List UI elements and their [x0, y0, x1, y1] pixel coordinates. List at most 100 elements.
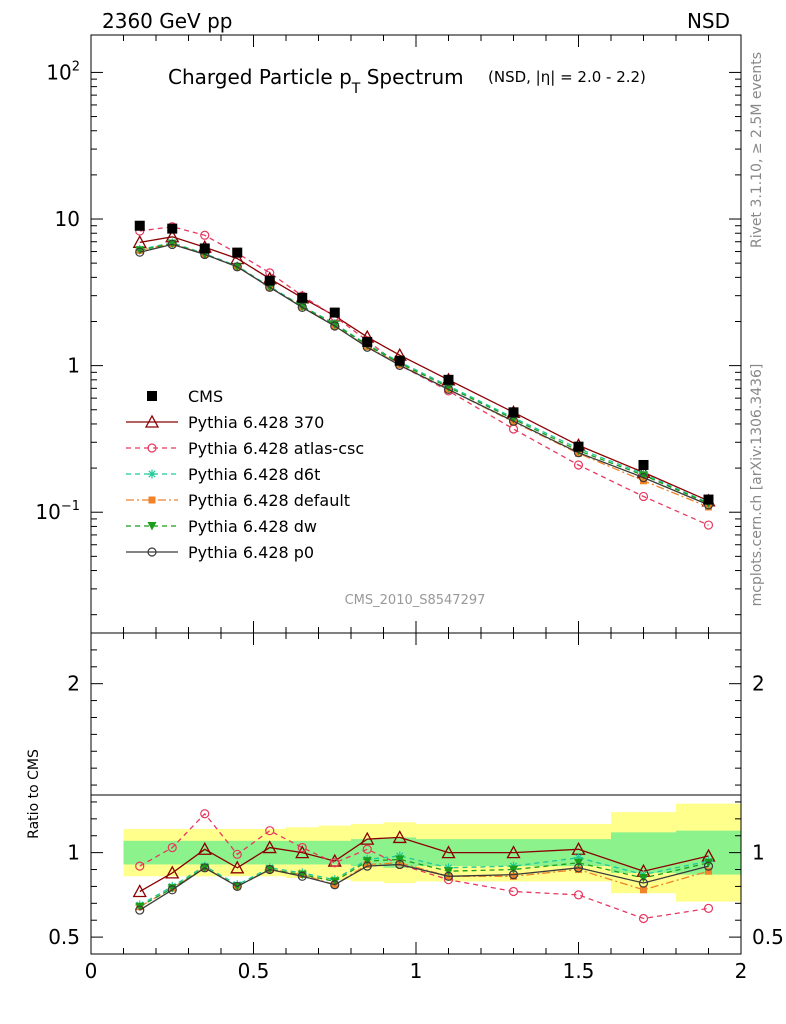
- y-tick-label: 102: [46, 59, 80, 84]
- data-point: [329, 307, 340, 318]
- ratio-series-marker: [330, 858, 340, 868]
- svg-text:Charged Particle pT Spectrum: Charged Particle pT Spectrum: [168, 65, 464, 97]
- chart-title-suffix: Spectrum: [360, 65, 463, 89]
- legend-marker: [148, 496, 156, 504]
- ratio-y-axis-label: Ratio to CMS: [26, 749, 42, 839]
- ratio-series-marker: [705, 867, 712, 875]
- legend-marker: [147, 522, 157, 531]
- ratio-series-marker: [135, 905, 145, 915]
- legend-marker-stroke: [148, 470, 156, 478]
- main-series-marker: [638, 491, 649, 502]
- ratio-series-marker: [265, 826, 275, 836]
- ratio-series-marker: [640, 886, 647, 894]
- data-point: [362, 336, 373, 347]
- data-point: [394, 355, 405, 366]
- main-series-line: [139, 226, 709, 526]
- main-series-marker: [573, 460, 584, 470]
- chart-title-subscript: T: [351, 81, 361, 97]
- data-point: [232, 247, 243, 258]
- ratio-series-marker: [232, 881, 242, 892]
- y-tick-label: 10−1: [35, 499, 80, 524]
- ratio-series-marker: [362, 844, 372, 854]
- ratio-series-marker: [197, 841, 212, 855]
- ratio-series-marker: [362, 861, 372, 871]
- main-data-layer: [134, 220, 714, 505]
- ratio-series-marker: [360, 831, 375, 845]
- main-series-marker: [167, 239, 177, 250]
- legend-label: Pythia 6.428 default: [188, 491, 350, 510]
- y-tick-label-exponent: 2: [72, 59, 80, 74]
- ratio-series-marker: [132, 884, 147, 898]
- legend-marker: [147, 469, 157, 479]
- x-tick-label: 1: [410, 959, 423, 983]
- ratio-series-marker: [232, 849, 242, 859]
- legend-label: Pythia 6.428 p0: [188, 543, 314, 562]
- data-point: [264, 275, 275, 286]
- chart-title-main: Charged Particle p: [168, 65, 352, 89]
- chart-title-note: (NSD, |η| = 2.0 - 2.2): [488, 68, 646, 86]
- header-right: NSD: [687, 9, 730, 33]
- ratio-y-tick-label-right: 2: [752, 672, 765, 696]
- data-point: [638, 459, 649, 470]
- main-series-marker: [297, 302, 307, 313]
- ratio-series-marker: [297, 871, 307, 881]
- legend: CMS Pythia 6.428 370 Pythia 6.428 atlas-cs…: [126, 387, 364, 562]
- legend-label: Pythia 6.428 370: [188, 413, 324, 432]
- ratio-series-marker: [508, 869, 519, 880]
- legend-label: Pythia 6.428 dw: [188, 517, 317, 536]
- main-series-marker: [508, 424, 519, 434]
- legend-label-data: CMS: [188, 387, 223, 406]
- y-tick-label-base: 10: [55, 207, 80, 231]
- ratio-series-marker: [167, 885, 177, 895]
- main-series-marker: [639, 471, 648, 480]
- main-series-marker: [703, 520, 714, 530]
- ratio-series-marker: [362, 857, 372, 866]
- legend-label: Pythia 6.428 d6t: [188, 465, 320, 484]
- legend-label: Pythia 6.428 atlas-csc: [188, 439, 364, 458]
- ratio-series-marker: [638, 878, 649, 888]
- y-tick-label: 1: [67, 354, 80, 378]
- ratio-series-marker: [262, 840, 277, 854]
- x-tick-label: 1.5: [563, 959, 595, 983]
- data-point: [199, 243, 210, 254]
- ratio-series-marker: [135, 902, 145, 912]
- ratio-series-marker: [639, 873, 648, 883]
- y-tick-label-base: 10: [35, 500, 60, 524]
- ratio-y-tick-label: 2: [67, 672, 80, 696]
- main-series-line: [139, 236, 709, 502]
- analysis-id: CMS_2010_S8547297: [345, 593, 486, 608]
- ratio-series-marker: [574, 858, 583, 868]
- ratio-series-marker: [265, 864, 275, 875]
- main-series-marker: [200, 230, 210, 240]
- ratio-series-marker: [395, 859, 405, 870]
- ratio-series-marker: [444, 867, 453, 876]
- y-tick-label-base: 10: [46, 60, 71, 84]
- ratio-series-line: [139, 855, 709, 906]
- ratio-y-ticks: 0.5 0.5 1 1 2 2: [48, 632, 784, 955]
- ratio-y-tick-label: 0.5: [48, 925, 80, 949]
- ratio-series-marker: [330, 880, 340, 890]
- ratio-series-marker: [506, 845, 521, 859]
- ratio-band-layer: [123, 803, 741, 902]
- ratio-series-marker: [395, 855, 405, 864]
- ratio-band-inner: [156, 840, 189, 865]
- ratio-series-marker: [441, 845, 456, 859]
- ratio-band-inner: [123, 840, 156, 865]
- main-series-marker: [135, 247, 145, 257]
- ratio-series-line: [139, 812, 709, 920]
- ratio-series-marker: [573, 863, 584, 873]
- ratio-curve-layer: [132, 809, 716, 924]
- legend-marker: [147, 443, 157, 453]
- ratio-band-inner: [221, 840, 254, 865]
- main-series-marker: [443, 384, 454, 395]
- x-tick-label: 0.5: [238, 959, 270, 983]
- ratio-series-marker: [704, 858, 713, 868]
- legend-marker: [147, 547, 157, 557]
- x-tick-label: 2: [735, 959, 748, 983]
- y-tick-label-base: 1: [67, 354, 80, 378]
- ratio-series-marker: [297, 842, 307, 853]
- ratio-band-inner: [611, 832, 676, 873]
- ratio-series-marker: [509, 865, 518, 875]
